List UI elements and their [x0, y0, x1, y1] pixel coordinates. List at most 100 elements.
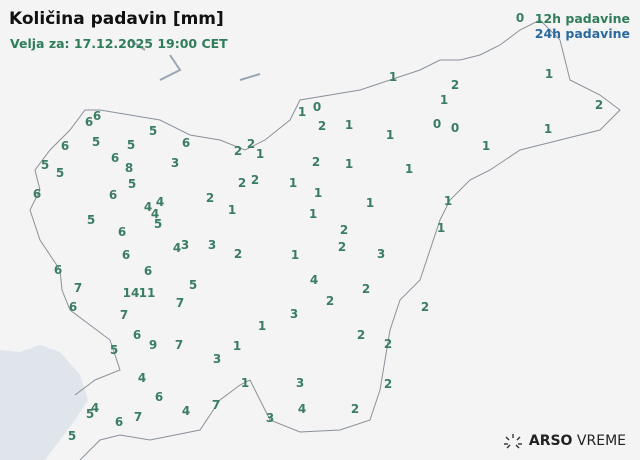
station-value: 6	[121, 248, 131, 262]
station-value: 1	[227, 203, 237, 217]
station-value: 3	[295, 376, 305, 390]
station-value: 1	[288, 176, 298, 190]
station-value: 2	[361, 282, 371, 296]
station-value: 4	[297, 402, 307, 416]
station-value: 1	[257, 319, 267, 333]
station-value: 6	[32, 187, 42, 201]
station-value: 11	[138, 286, 156, 300]
station-value: 2	[337, 240, 347, 254]
station-value: 5	[67, 429, 77, 443]
station-value: 7	[175, 296, 185, 310]
station-value: 2	[317, 119, 327, 133]
station-value: 1	[404, 162, 414, 176]
station-value: 6	[114, 415, 124, 429]
station-value: 1	[439, 93, 449, 107]
station-value: 1	[240, 376, 250, 390]
station-value: 3	[207, 238, 217, 252]
station-value: 7	[211, 398, 221, 412]
station-value: 6	[92, 109, 102, 123]
station-value: 1	[388, 70, 398, 84]
station-value: 0	[432, 117, 442, 131]
station-value: 6	[132, 328, 142, 342]
station-value: 3	[376, 247, 386, 261]
station-value: 2	[233, 144, 243, 158]
station-value: 2	[350, 402, 360, 416]
station-value: 0	[312, 100, 322, 114]
station-value: 2	[383, 337, 393, 351]
station-value: 5	[55, 166, 65, 180]
station-value: 1	[255, 147, 265, 161]
country-border	[29, 19, 621, 460]
page-title: Količina padavin [mm]	[9, 9, 224, 29]
station-value: 4	[137, 371, 147, 385]
station-value: 7	[119, 308, 129, 322]
station-value: 4	[150, 207, 160, 221]
station-value: 5	[85, 407, 95, 421]
station-value: 2	[383, 377, 393, 391]
station-value: 5	[126, 138, 136, 152]
station-value: 5	[40, 158, 50, 172]
legend-24h[interactable]: 24h padavine	[534, 26, 630, 41]
station-value: 1	[481, 139, 491, 153]
station-value: 6	[117, 225, 127, 239]
station-value: 1	[365, 196, 375, 210]
station-value: 3	[180, 238, 190, 252]
station-value: 0	[515, 11, 525, 25]
station-value: 1	[443, 194, 453, 208]
station-value: 5	[188, 278, 198, 292]
station-value: 5	[148, 124, 158, 138]
station-value: 5	[109, 343, 119, 357]
station-value: 6	[108, 188, 118, 202]
station-value: 4	[181, 404, 191, 418]
station-value: 1	[290, 248, 300, 262]
station-value: 1	[436, 221, 446, 235]
station-value: 1	[344, 118, 354, 132]
station-value: 2	[250, 173, 260, 187]
station-value: 3	[170, 156, 180, 170]
station-value: 6	[143, 264, 153, 278]
station-value: 2	[325, 294, 335, 308]
station-value: 4	[90, 401, 100, 415]
station-value: 7	[133, 410, 143, 424]
sea	[0, 345, 88, 460]
logo-product: VREME	[576, 433, 626, 449]
sun-rays-icon	[503, 434, 522, 449]
station-value: 3	[265, 411, 275, 425]
station-value: 6	[154, 390, 164, 404]
station-value: 6	[53, 263, 63, 277]
station-value: 2	[356, 328, 366, 342]
station-value: 4	[155, 195, 165, 209]
station-value: 6	[68, 300, 78, 314]
station-value: 4	[143, 200, 153, 214]
station-value: 9	[148, 338, 158, 352]
station-value: 1	[543, 122, 553, 136]
station-value: 3	[212, 352, 222, 366]
station-value: 2	[246, 137, 256, 151]
station-value: 7	[174, 338, 184, 352]
station-value: 4	[172, 241, 182, 255]
station-value: 14	[122, 286, 140, 300]
station-value: 5	[91, 135, 101, 149]
station-value: 7	[73, 281, 83, 295]
station-value: 1	[313, 186, 323, 200]
station-value: 2	[594, 98, 604, 112]
station-value: 2	[420, 300, 430, 314]
station-value: 1	[385, 128, 395, 142]
station-value: 2	[205, 191, 215, 205]
station-value: 1	[308, 207, 318, 221]
arso-logo: ARSO VREME	[503, 433, 626, 449]
station-value: 2	[237, 176, 247, 190]
station-value: 4	[309, 273, 319, 287]
station-value: 6	[181, 136, 191, 150]
logo-brand: ARSO	[528, 433, 573, 449]
station-value: 5	[127, 177, 137, 191]
station-value: 1	[297, 105, 307, 119]
valid-time: Velja za: 17.12.2025 19:00 CET	[10, 36, 228, 51]
legend: 12h padavine 24h padavine	[535, 11, 630, 41]
station-value: 2	[339, 223, 349, 237]
station-value: 6	[110, 151, 120, 165]
station-value: 2	[233, 247, 243, 261]
legend-12h[interactable]: 12h padavine	[534, 11, 630, 26]
station-value: 1	[232, 339, 242, 353]
